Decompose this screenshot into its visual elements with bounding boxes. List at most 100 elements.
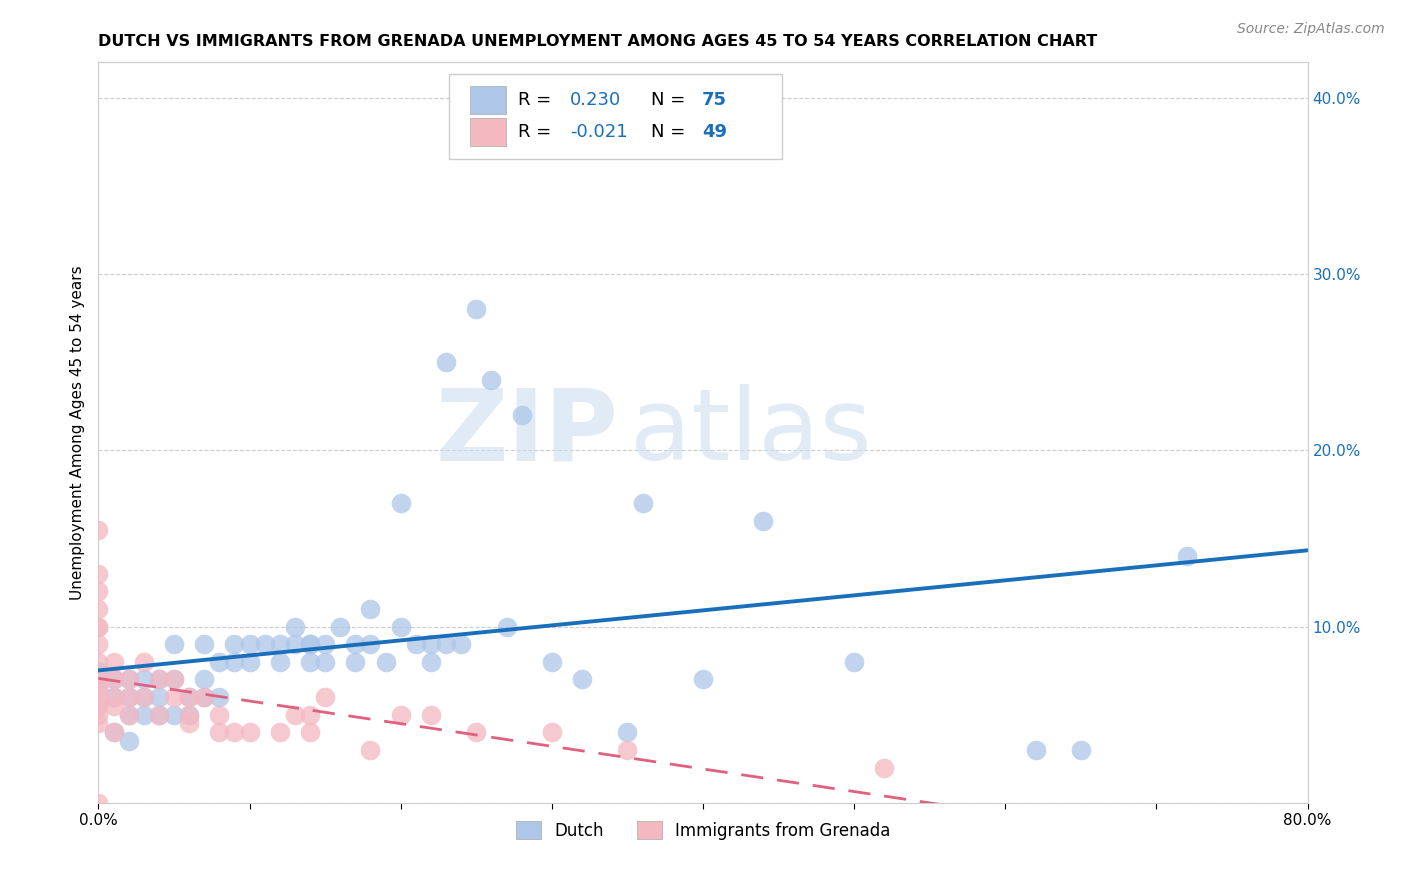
Point: [481, 373, 503, 387]
Point: [239, 637, 262, 651]
Point: [103, 655, 125, 669]
Point: [179, 707, 201, 722]
Point: [299, 637, 322, 651]
FancyBboxPatch shape: [470, 87, 506, 114]
Point: [179, 707, 201, 722]
Point: [132, 690, 155, 704]
Point: [631, 496, 654, 510]
Point: [495, 619, 517, 633]
Point: [103, 673, 125, 687]
Point: [193, 690, 215, 704]
Point: [87, 716, 110, 731]
Point: [299, 637, 322, 651]
Point: [87, 523, 110, 537]
Point: [420, 655, 443, 669]
Point: [103, 690, 125, 704]
Point: [193, 690, 215, 704]
Point: [132, 655, 155, 669]
Point: [329, 619, 352, 633]
Point: [540, 655, 562, 669]
Point: [163, 673, 186, 687]
Point: [405, 637, 427, 651]
Point: [374, 655, 396, 669]
Point: [465, 725, 488, 739]
Point: [360, 602, 382, 616]
Point: [269, 655, 291, 669]
Point: [299, 725, 322, 739]
Point: [752, 514, 775, 528]
Legend: Dutch, Immigrants from Grenada: Dutch, Immigrants from Grenada: [509, 814, 897, 847]
Text: R =: R =: [517, 123, 557, 141]
Point: [420, 637, 443, 651]
Text: 75: 75: [702, 91, 727, 109]
Point: [103, 673, 125, 687]
Point: [193, 637, 215, 651]
Point: [118, 690, 141, 704]
Point: [87, 655, 110, 669]
Point: [239, 725, 262, 739]
Text: -0.021: -0.021: [569, 123, 627, 141]
Point: [87, 602, 110, 616]
Point: [299, 655, 322, 669]
Point: [344, 637, 367, 651]
Point: [179, 690, 201, 704]
Point: [103, 698, 125, 713]
Point: [450, 637, 472, 651]
Text: N =: N =: [651, 123, 690, 141]
Point: [163, 637, 186, 651]
Point: [224, 655, 246, 669]
Point: [118, 707, 141, 722]
Point: [208, 690, 231, 704]
Point: [314, 690, 336, 704]
Point: [1070, 743, 1092, 757]
FancyBboxPatch shape: [470, 118, 506, 146]
Point: [193, 673, 215, 687]
Point: [87, 681, 110, 696]
Point: [103, 725, 125, 739]
Point: [87, 698, 110, 713]
Point: [692, 673, 714, 687]
Point: [148, 673, 170, 687]
Point: [87, 707, 110, 722]
Y-axis label: Unemployment Among Ages 45 to 54 years: Unemployment Among Ages 45 to 54 years: [69, 265, 84, 600]
Point: [118, 734, 141, 748]
Point: [284, 637, 307, 651]
Point: [571, 673, 593, 687]
Point: [253, 637, 276, 651]
Point: [314, 655, 336, 669]
Point: [179, 690, 201, 704]
Point: [269, 637, 291, 651]
FancyBboxPatch shape: [449, 73, 782, 159]
Text: N =: N =: [651, 91, 690, 109]
Point: [87, 681, 110, 696]
Point: [873, 760, 896, 774]
Point: [87, 690, 110, 704]
Point: [284, 707, 307, 722]
Point: [148, 673, 170, 687]
Text: atlas: atlas: [630, 384, 872, 481]
Text: DUTCH VS IMMIGRANTS FROM GRENADA UNEMPLOYMENT AMONG AGES 45 TO 54 YEARS CORRELAT: DUTCH VS IMMIGRANTS FROM GRENADA UNEMPLO…: [98, 34, 1098, 49]
Point: [540, 725, 562, 739]
Point: [1175, 549, 1198, 563]
Point: [1024, 743, 1046, 757]
Point: [132, 707, 155, 722]
Point: [87, 637, 110, 651]
Point: [420, 707, 443, 722]
Point: [179, 716, 201, 731]
Point: [118, 673, 141, 687]
Point: [616, 725, 638, 739]
Text: R =: R =: [517, 91, 557, 109]
Point: [510, 408, 533, 422]
Point: [208, 655, 231, 669]
Point: [224, 725, 246, 739]
Point: [148, 707, 170, 722]
Point: [87, 566, 110, 581]
Point: [87, 664, 110, 678]
Point: [360, 743, 382, 757]
Point: [87, 584, 110, 599]
Point: [389, 707, 412, 722]
Point: [269, 725, 291, 739]
Point: [148, 690, 170, 704]
Point: [163, 690, 186, 704]
Point: [389, 619, 412, 633]
